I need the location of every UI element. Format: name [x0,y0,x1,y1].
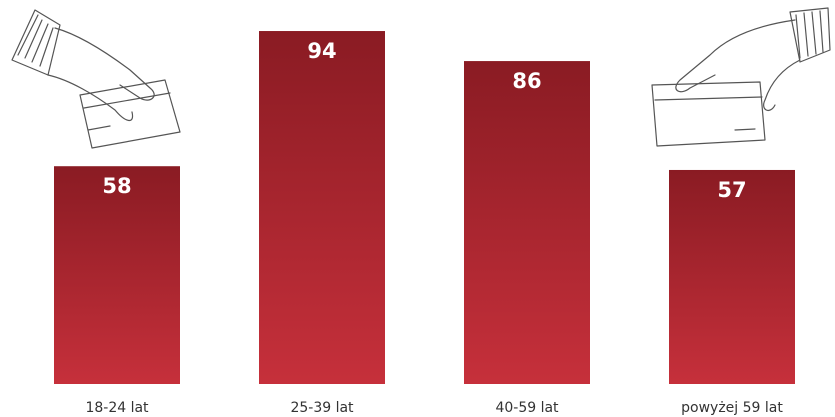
value-label: 58 [102,174,131,198]
x-tick-label: 18-24 lat [85,400,149,416]
hand-illustration-left [11,9,181,149]
bar [669,169,795,384]
value-label: 86 [512,69,541,93]
bar [259,31,385,385]
bar [464,61,590,384]
x-tick-label: 25-39 lat [290,400,354,416]
x-tick-label: 40-59 lat [495,400,559,416]
value-label: 57 [717,178,746,202]
hand-illustration-right [651,7,831,147]
bar [54,166,180,384]
value-label: 94 [307,39,336,63]
x-tick-label: powyżej 59 lat [681,400,783,416]
